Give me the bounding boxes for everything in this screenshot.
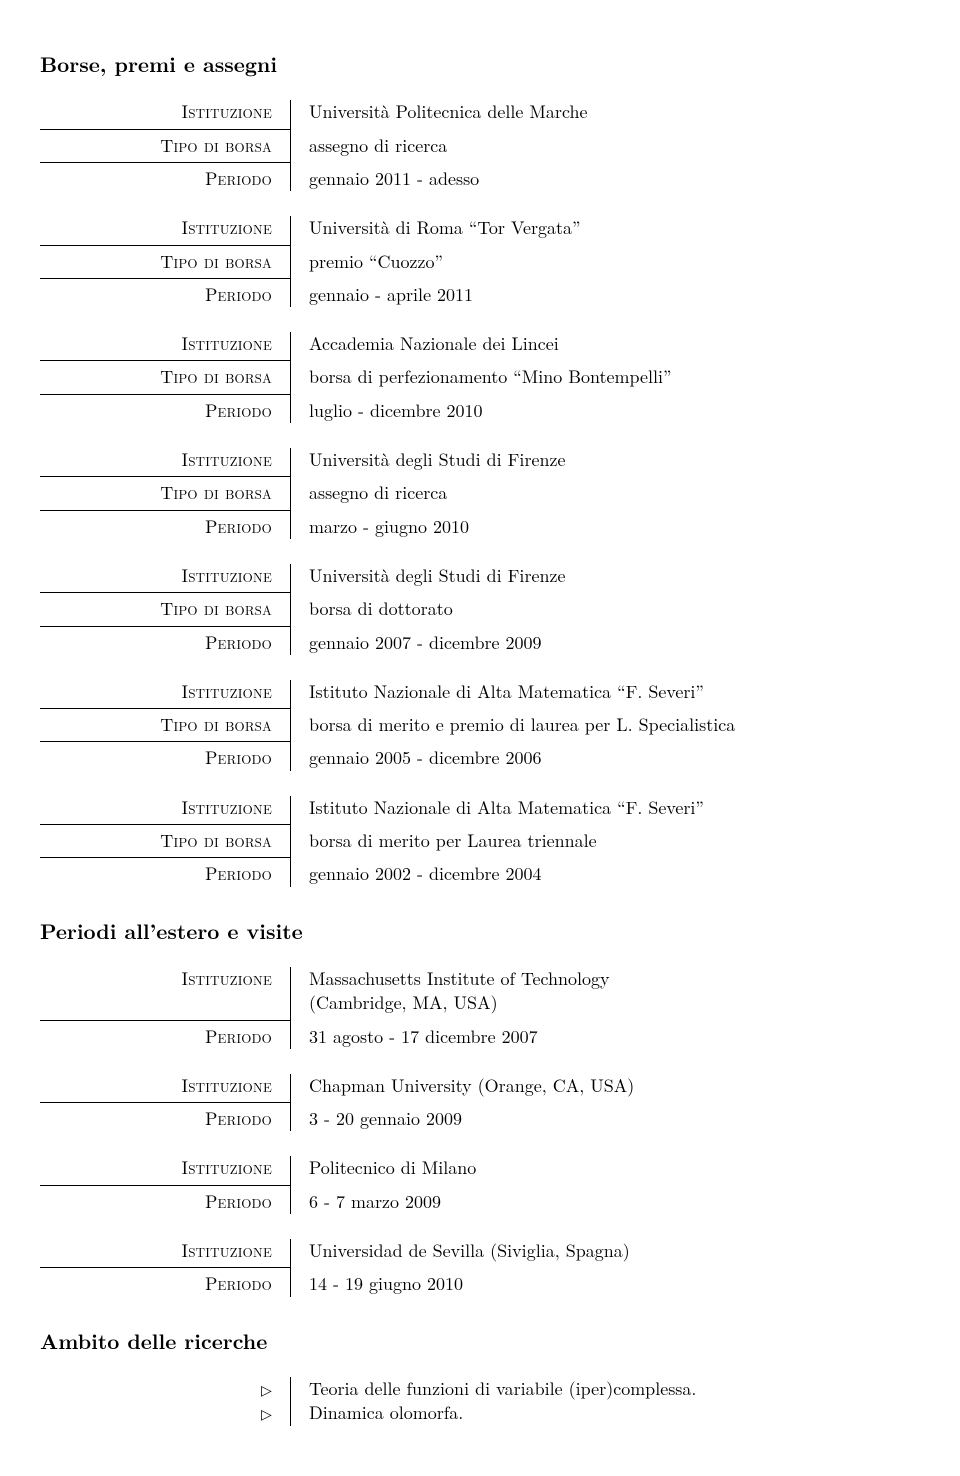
label-tipo: Tipo di borsa [40, 713, 290, 737]
visit-entry: IstituzioneMassachusetts Institute of Te… [40, 967, 920, 1049]
label-tipo: Tipo di borsa [40, 597, 290, 621]
research-entry: ▷ Teoria delle funzioni di variabile (ipe… [40, 1377, 920, 1426]
label-periodo: Periodo [40, 862, 290, 886]
value-istituzione: Istituto Nazionale di Alta Matematica “F… [291, 680, 920, 704]
grant-entry: IstituzioneUniversità degli Studi di Fir… [40, 564, 920, 655]
label-istituzione: Istituzione [40, 680, 290, 704]
divider [40, 510, 290, 511]
value-tipo: borsa di perfezionamento “Mino Bontempel… [291, 365, 920, 389]
label-istituzione: Istituzione [40, 1156, 290, 1180]
label-istituzione: Istituzione [40, 796, 290, 820]
value-istituzione: Università degli Studi di Firenze [291, 448, 920, 472]
value-tipo: borsa di merito e premio di laurea per L… [291, 713, 920, 737]
grant-entry: IstituzioneUniversità di Roma “Tor Verga… [40, 216, 920, 307]
label-tipo: Tipo di borsa [40, 134, 290, 158]
divider [40, 824, 290, 825]
value-istituzione: Università Politecnica delle Marche [291, 100, 920, 124]
divider [40, 360, 290, 361]
value-tipo: premio “Cuozzo” [291, 250, 920, 274]
value-tipo: borsa di dottorato [291, 597, 920, 621]
divider [40, 857, 290, 858]
value-periodo: 3 - 20 gennaio 2009 [291, 1107, 920, 1131]
label-periodo: Periodo [40, 1272, 290, 1296]
divider [40, 162, 290, 163]
divider [40, 245, 290, 246]
visits-list: IstituzioneMassachusetts Institute of Te… [40, 967, 920, 1297]
label-periodo: Periodo [40, 1025, 290, 1049]
label-tipo: Tipo di borsa [40, 250, 290, 274]
value-periodo: gennaio - aprile 2011 [291, 283, 920, 307]
value-istituzione: Università di Roma “Tor Vergata” [291, 216, 920, 240]
label-periodo: Periodo [40, 746, 290, 770]
grant-entry: IstituzioneIstituto Nazionale di Alta Ma… [40, 796, 920, 887]
visit-entry: IstituzionePolitecnico di MilanoPeriodo6… [40, 1156, 920, 1214]
label-istituzione: Istituzione [40, 448, 290, 472]
value-istituzione: Universidad de Sevilla (Siviglia, Spagna… [291, 1239, 920, 1263]
value-periodo: gennaio 2007 - dicembre 2009 [291, 631, 920, 655]
label-periodo: Periodo [40, 1107, 290, 1131]
research-item: Teoria delle funzioni di variabile (iper… [291, 1377, 920, 1401]
divider [40, 1267, 290, 1268]
value-istituzione: Accademia Nazionale dei Lincei [291, 332, 920, 356]
grant-entry: IstituzioneAccademia Nazionale dei Lince… [40, 332, 920, 423]
visit-entry: IstituzioneUniversidad de Sevilla (Sivig… [40, 1239, 920, 1297]
value-istituzione: Università degli Studi di Firenze [291, 564, 920, 588]
divider [40, 476, 290, 477]
value-periodo: gennaio 2011 - adesso [291, 167, 920, 191]
value-istituzione: Politecnico di Milano [291, 1156, 920, 1180]
value-periodo: luglio - dicembre 2010 [291, 399, 920, 423]
label-tipo: Tipo di borsa [40, 365, 290, 389]
value-periodo: 6 - 7 marzo 2009 [291, 1190, 920, 1214]
divider [40, 1185, 290, 1186]
label-periodo: Periodo [40, 399, 290, 423]
divider [40, 1102, 290, 1103]
label-tipo: Tipo di borsa [40, 829, 290, 853]
label-istituzione: Istituzione [40, 1239, 290, 1263]
label-istituzione: Istituzione [40, 100, 290, 124]
value-periodo: marzo - giugno 2010 [291, 515, 920, 539]
value-istituzione: Massachusetts Institute of Technology [291, 967, 920, 991]
research-item: Dinamica olomorfa. [291, 1401, 920, 1425]
divider [40, 129, 290, 130]
value-tipo: assegno di ricerca [291, 134, 920, 158]
visit-entry: IstituzioneChapman University (Orange, C… [40, 1074, 920, 1132]
label-periodo: Periodo [40, 167, 290, 191]
label-periodo: Periodo [40, 1190, 290, 1214]
value-istituzione: Chapman University (Orange, CA, USA) [291, 1074, 920, 1098]
grant-entry: IstituzioneIstituto Nazionale di Alta Ma… [40, 680, 920, 771]
section-title-visits: Periodi all’estero e visite [40, 917, 920, 945]
label-istituzione: Istituzione [40, 216, 290, 240]
value-istituzione: Istituto Nazionale di Alta Matematica “F… [291, 796, 920, 820]
divider [40, 278, 290, 279]
divider [40, 1020, 290, 1021]
divider [40, 394, 290, 395]
value-periodo: gennaio 2002 - dicembre 2004 [291, 862, 920, 886]
triangle-icon: ▷ [261, 1404, 272, 1424]
label-istituzione: Istituzione [40, 564, 290, 588]
label-istituzione: Istituzione [40, 1074, 290, 1098]
divider [40, 741, 290, 742]
value-periodo: 31 agosto - 17 dicembre 2007 [291, 1025, 920, 1049]
divider [40, 592, 290, 593]
divider [40, 708, 290, 709]
label-periodo: Periodo [40, 515, 290, 539]
value-periodo: gennaio 2005 - dicembre 2006 [291, 746, 920, 770]
triangle-icon: ▷ [261, 1380, 272, 1400]
value-tipo: assegno di ricerca [291, 481, 920, 505]
grant-entry: IstituzioneUniversità degli Studi di Fir… [40, 448, 920, 539]
label-tipo: Tipo di borsa [40, 481, 290, 505]
value-tipo: borsa di merito per Laurea triennale [291, 829, 920, 853]
value-istituzione-line2: (Cambridge, MA, USA) [291, 991, 920, 1015]
grants-list: IstituzioneUniversità Politecnica delle … [40, 100, 920, 886]
section-title-grants: Borse, premi e assegni [40, 50, 920, 78]
section-title-research: Ambito delle ricerche [40, 1327, 920, 1355]
value-periodo: 14 - 19 giugno 2010 [291, 1272, 920, 1296]
label-periodo: Periodo [40, 283, 290, 307]
grant-entry: IstituzioneUniversità Politecnica delle … [40, 100, 920, 191]
label-istituzione: Istituzione [40, 967, 290, 991]
research-list: ▷ Teoria delle funzioni di variabile (ipe… [40, 1377, 920, 1426]
divider [40, 626, 290, 627]
label-istituzione: Istituzione [40, 332, 290, 356]
label-periodo: Periodo [40, 631, 290, 655]
